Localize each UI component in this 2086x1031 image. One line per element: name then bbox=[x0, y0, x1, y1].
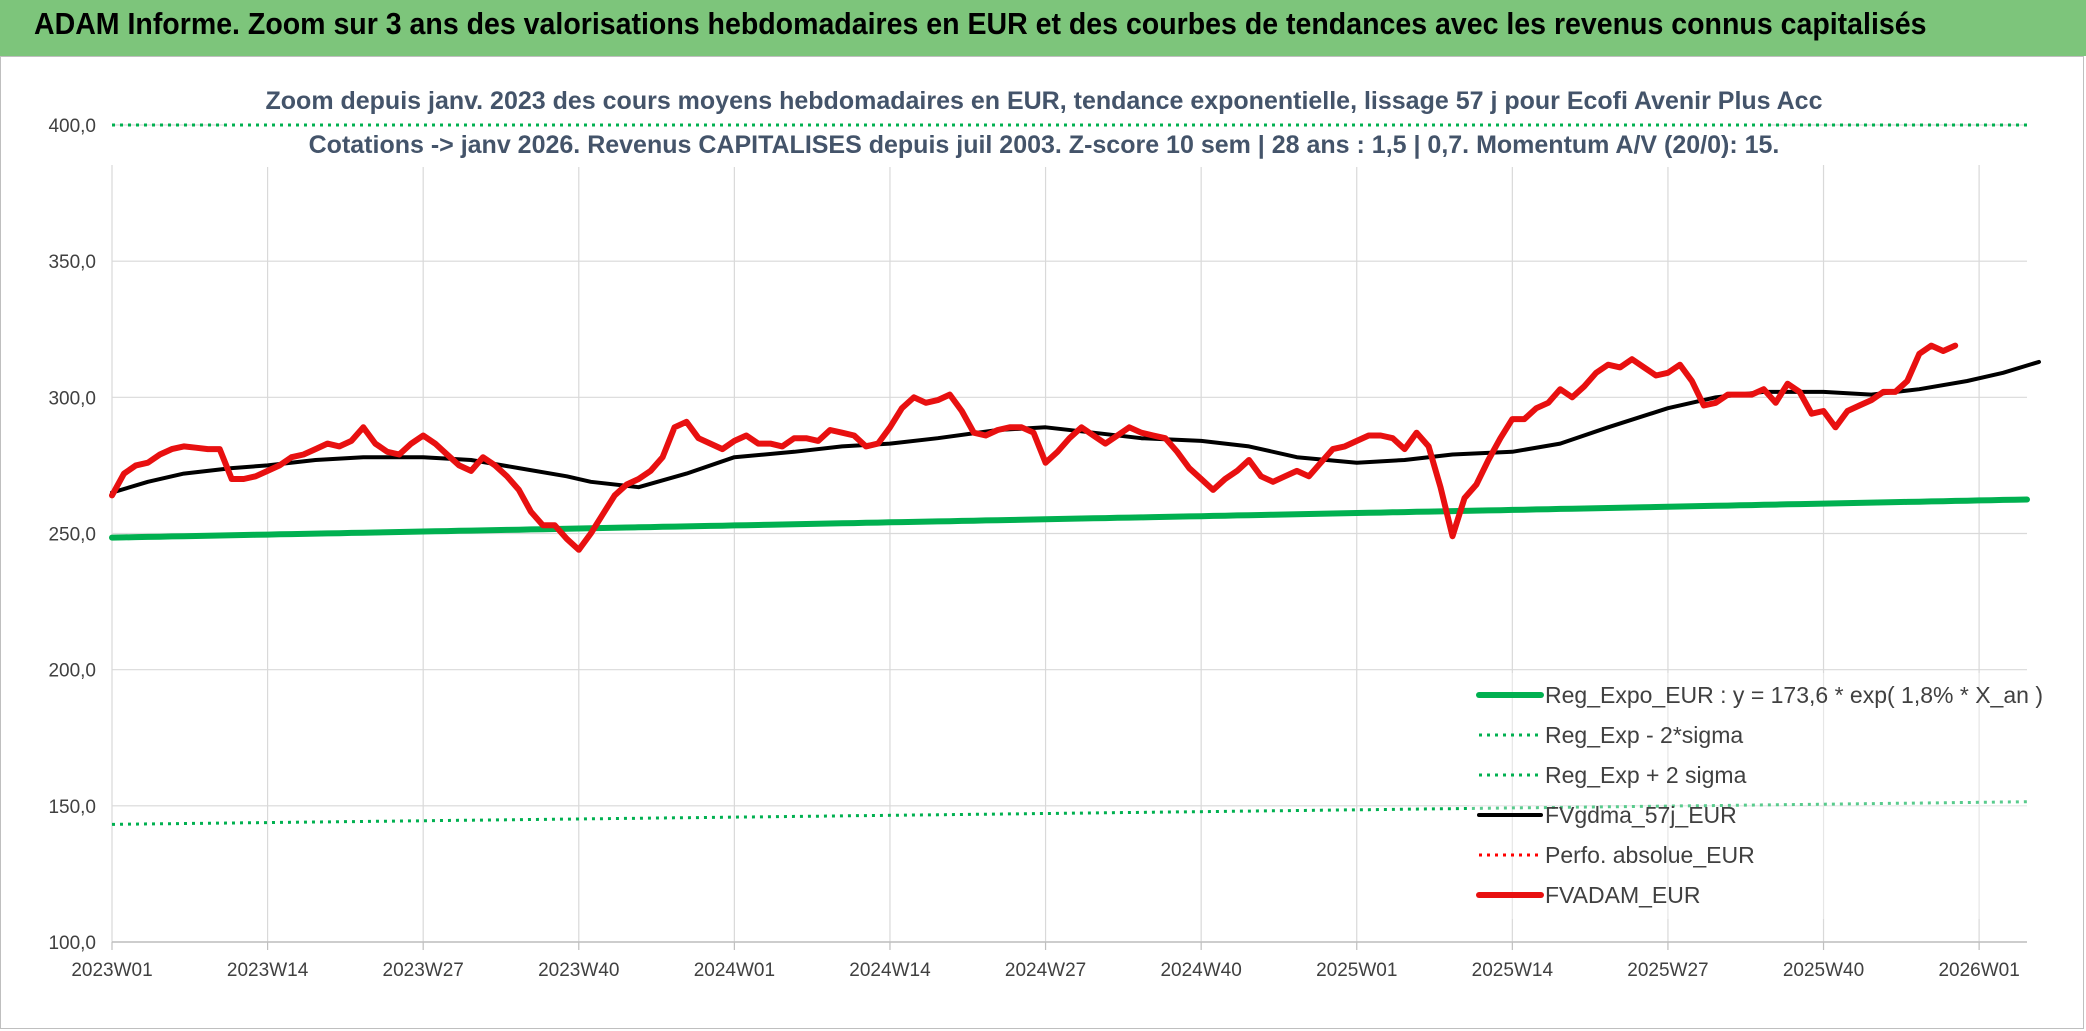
x-tick-label: 2025W27 bbox=[1627, 960, 1708, 981]
x-tick-label: 2023W40 bbox=[538, 960, 619, 981]
legend-backdrop bbox=[1469, 673, 2029, 919]
y-tick-label: 200,0 bbox=[48, 661, 96, 682]
grid-lines bbox=[111, 124, 2027, 943]
series-group bbox=[109, 123, 2041, 826]
series-line bbox=[109, 342, 1959, 553]
x-tick-label: 2024W27 bbox=[1005, 960, 1086, 981]
y-tick-label: 400,0 bbox=[48, 116, 96, 137]
y-tick-label: 100,0 bbox=[48, 933, 96, 954]
legend-label: FVADAM_EUR bbox=[1545, 882, 1701, 908]
y-tick-label: 250,0 bbox=[48, 525, 96, 546]
x-tick-label: 2025W01 bbox=[1316, 960, 1397, 981]
chart-title-line2: Cotations -> janv 2026. Revenus CAPITALI… bbox=[309, 131, 1780, 159]
chart-frame: Zoom depuis janv. 2023 des cours moyens … bbox=[0, 56, 2084, 1029]
page-title: ADAM Informe. Zoom sur 3 ans des valoris… bbox=[34, 6, 1927, 41]
series-line bbox=[109, 496, 2030, 541]
x-tick-label: 2024W40 bbox=[1160, 960, 1241, 981]
x-tick-label: 2023W01 bbox=[71, 960, 152, 981]
x-tick-label: 2023W14 bbox=[227, 960, 309, 981]
x-tick-label: 2025W14 bbox=[1472, 960, 1554, 981]
header-banner: ADAM Informe. Zoom sur 3 ans des valoris… bbox=[0, 0, 2086, 56]
x-tick-label: 2024W01 bbox=[694, 960, 775, 981]
y-tick-label: 150,0 bbox=[48, 797, 96, 818]
y-axis: 100,0 150,0 200,0 250,0 300,0 350,0 400,0 bbox=[48, 116, 96, 954]
legend-label: FVgdma_57j_EUR bbox=[1545, 802, 1737, 828]
y-tick-label: 350,0 bbox=[48, 252, 96, 273]
series-line bbox=[110, 359, 2041, 495]
line-chart: Zoom depuis janv. 2023 des cours moyens … bbox=[48, 57, 2043, 981]
x-tick-label: 2024W14 bbox=[849, 960, 931, 981]
y-tick-label: 300,0 bbox=[48, 388, 96, 409]
x-tick-label: 2026W01 bbox=[1938, 960, 2019, 981]
legend-label: Reg_Expo_EUR : y = 173,6 * exp( 1,8% * X… bbox=[1545, 682, 2043, 708]
legend-label: Reg_Exp + 2 sigma bbox=[1545, 762, 1747, 788]
legend: Reg_Expo_EUR : y = 173,6 * exp( 1,8% * X… bbox=[1469, 673, 2043, 919]
legend-label: Perfo. absolue_EUR bbox=[1545, 842, 1755, 868]
x-axis: 2023W01 2023W14 2023W27 2023W40 2024W01 2024W… bbox=[71, 941, 2027, 981]
chart-title-line1: Zoom depuis janv. 2023 des cours moyens … bbox=[266, 87, 1823, 115]
x-tick-label: 2023W27 bbox=[383, 960, 464, 981]
title-backdrop bbox=[226, 57, 1771, 167]
legend-label: Reg_Exp - 2*sigma bbox=[1545, 722, 1743, 748]
x-tick-label: 2025W40 bbox=[1783, 960, 1864, 981]
